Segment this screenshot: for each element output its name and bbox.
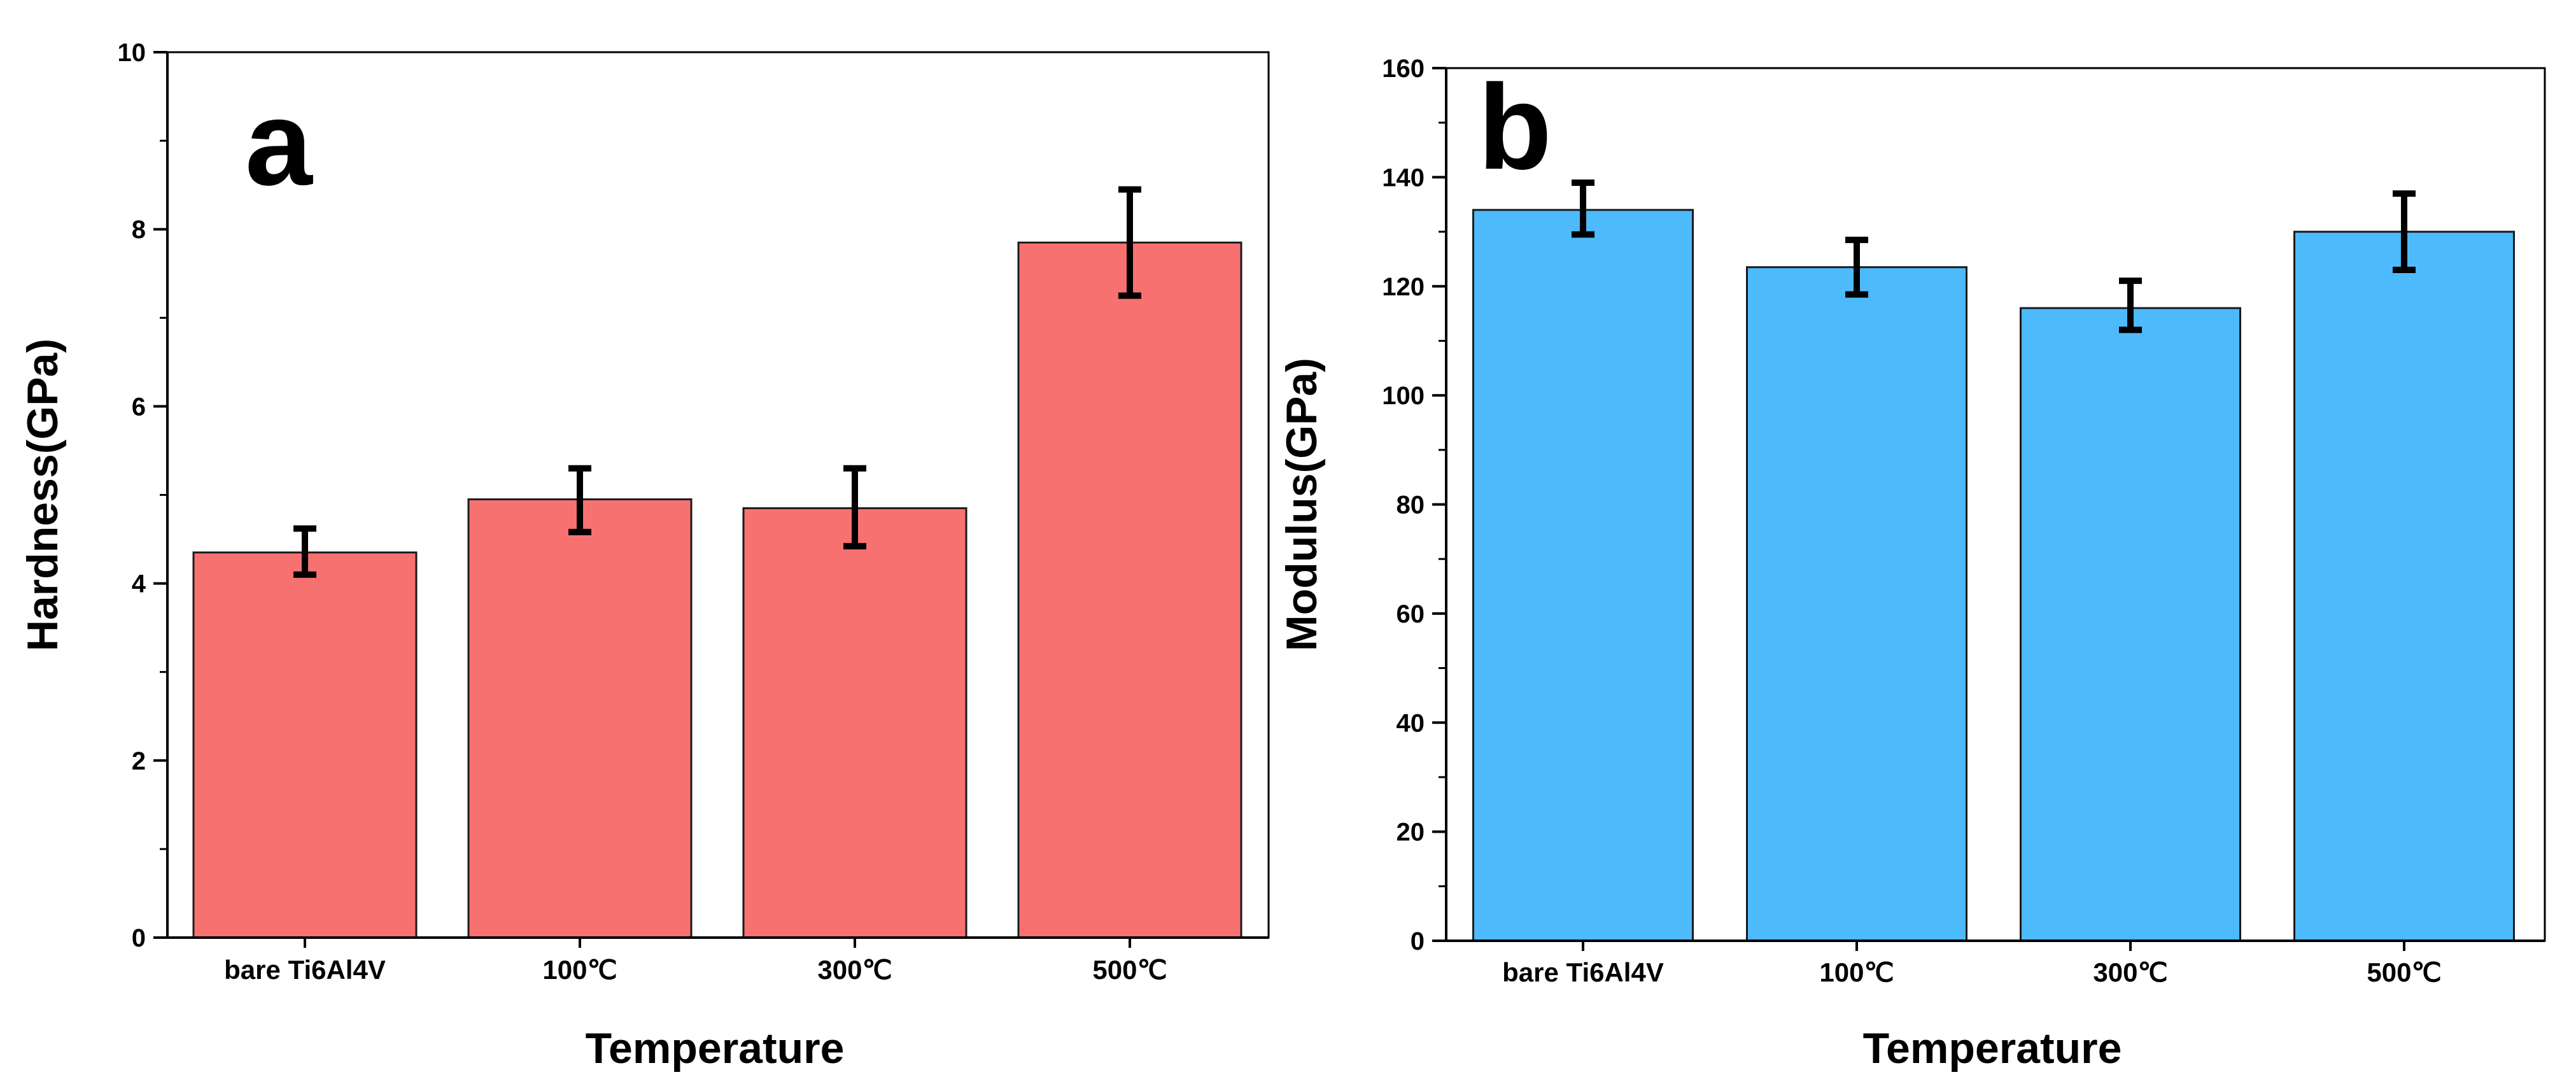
modulus-y-axis-title: Modulus(GPa) [1277, 358, 1326, 651]
hardness-x-axis-title: Temperature [586, 1024, 845, 1073]
hardness-error-bar-3 [1118, 186, 1141, 299]
hardness-category-label-1: 100℃ [542, 955, 617, 985]
hardness-bar-3 [1017, 241, 1242, 939]
modulus-ytick-label-2: 40 [1397, 709, 1425, 737]
modulus-ytick-label-0: 0 [1411, 927, 1425, 955]
hardness-ytick-label-3: 6 [132, 393, 146, 421]
modulus-category-label-0: bare Ti6Al4V [1502, 957, 1664, 987]
modulus-ytick-label-8: 160 [1382, 55, 1425, 83]
hardness-error-bar-2 [843, 465, 866, 550]
modulus-ytick-label-6: 120 [1382, 273, 1425, 301]
modulus-ytick-label-4: 80 [1397, 491, 1425, 519]
modulus-error-bar-3 [2393, 190, 2416, 274]
modulus-category-label-2: 300℃ [2093, 957, 2167, 987]
hardness-ytick-label-5: 10 [118, 39, 146, 67]
modulus-bar-0 [1472, 209, 1694, 942]
hardness-ytick-label-0: 0 [132, 924, 146, 952]
modulus-x-axis-title: Temperature [1863, 1024, 2122, 1073]
modulus-bar-2 [2020, 307, 2241, 942]
hardness-category-label-0: bare Ti6Al4V [224, 955, 386, 985]
modulus-category-label-1: 100℃ [1819, 957, 1894, 987]
modulus-bar-3 [2293, 230, 2515, 942]
modulus-ytick-label-3: 60 [1397, 600, 1425, 628]
hardness-bar-0 [192, 551, 418, 939]
hardness-bar-2 [742, 507, 968, 939]
modulus-ytick-label-5: 100 [1382, 382, 1425, 410]
hardness-category-label-2: 300℃ [817, 955, 892, 985]
hardness-category-label-3: 500℃ [1092, 955, 1167, 985]
modulus-panel-label: b [1478, 60, 1552, 195]
modulus-bar-1 [1746, 266, 1967, 942]
modulus-error-bar-2 [2119, 278, 2142, 334]
hardness-error-bar-1 [568, 465, 591, 535]
hardness-bar-1 [467, 498, 693, 939]
modulus-error-bar-1 [1845, 236, 1868, 298]
hardness-ytick-label-1: 2 [132, 747, 146, 775]
hardness-error-bar-0 [293, 525, 316, 578]
modulus-category-label-3: 500℃ [2367, 957, 2441, 987]
hardness-ytick-label-4: 8 [132, 216, 146, 244]
hardness-panel-label: a [245, 76, 313, 211]
hardness-ytick-label-2: 4 [132, 570, 146, 598]
hardness-y-axis-title: Hardness(GPa) [18, 339, 67, 651]
modulus-ytick-label-7: 140 [1382, 164, 1425, 192]
modulus-chart-panel: 0 20 40 60 80 100 120 140 160 bare Ti6Al4V 100℃ 300… [1277, 55, 2546, 1073]
modulus-ytick-label-1: 20 [1397, 819, 1425, 847]
modulus-error-bar-0 [1572, 179, 1594, 238]
hardness-chart-panel: 0 2 4 6 8 10 bare Ti6Al4V 100℃ 300℃ 500℃ Temperatu… [18, 39, 1270, 1073]
